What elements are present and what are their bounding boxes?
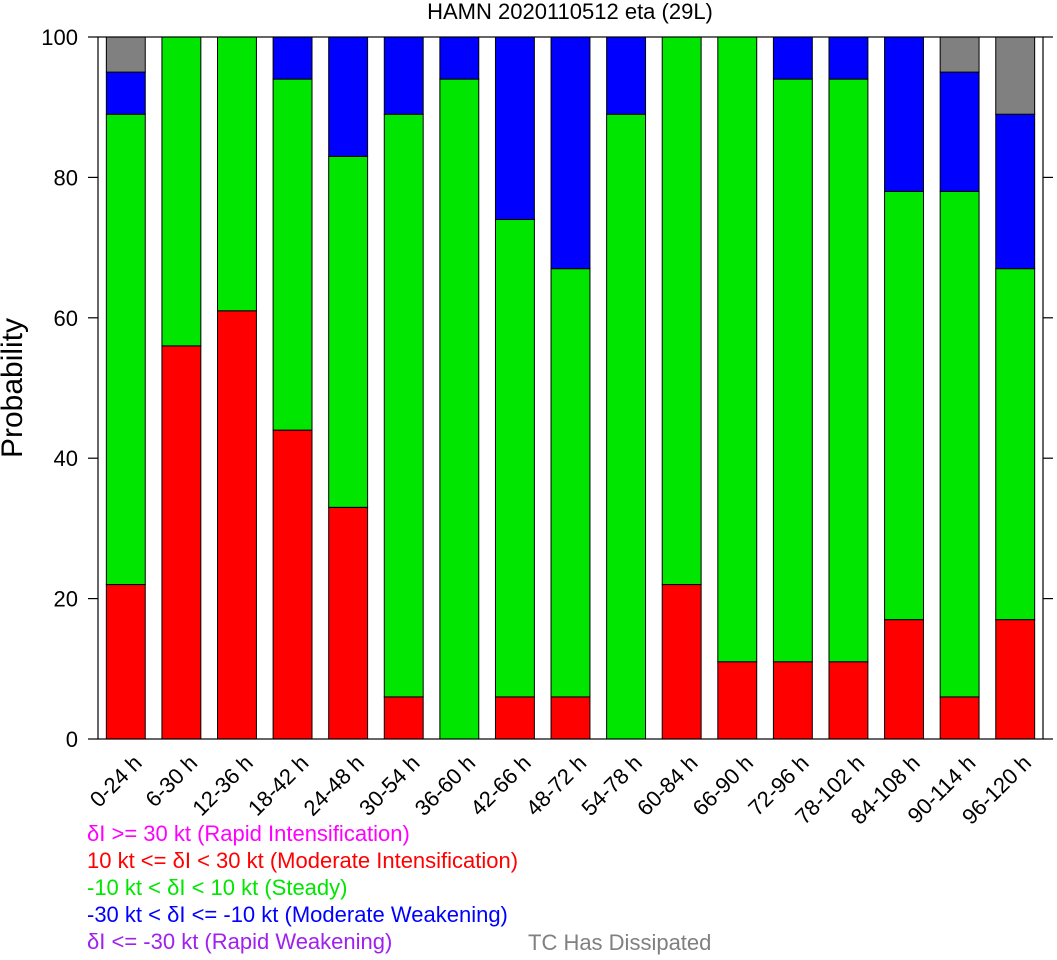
bar-segment-moderate_weakening-8 bbox=[550, 36, 591, 270]
legend-entry-dissipated: TC Has Dissipated bbox=[528, 930, 712, 955]
bar-segment-steady-11 bbox=[717, 36, 758, 663]
bar-segment-moderate_intensification-16 bbox=[995, 619, 1036, 740]
bar-segment-moderate_intensification-11 bbox=[717, 661, 758, 740]
bar-segment-moderate_weakening-3 bbox=[272, 36, 313, 80]
y-tick-label-3: 60 bbox=[54, 306, 78, 331]
bar-segment-moderate_intensification-14 bbox=[884, 619, 924, 740]
x-tick-label-6: 36-60 h bbox=[410, 750, 480, 820]
chart-title: HAMN 2020110512 eta (29L) bbox=[427, 0, 713, 24]
x-tick-label-2: 12-36 h bbox=[187, 750, 257, 820]
x-tick-label-7: 42-66 h bbox=[465, 750, 535, 820]
bar-segment-moderate_intensification-0 bbox=[105, 584, 146, 740]
bar-segment-steady-15 bbox=[939, 190, 980, 698]
bar-segment-moderate_intensification-1 bbox=[161, 345, 202, 740]
bar-segment-moderate_weakening-13 bbox=[828, 36, 869, 80]
y-tick-label-0: 0 bbox=[66, 727, 78, 752]
bar-segment-moderate_intensification-10 bbox=[661, 584, 702, 740]
bar-segment-steady-3 bbox=[272, 78, 313, 431]
bar-segment-moderate_intensification-15 bbox=[939, 696, 980, 740]
bar-segment-steady-5 bbox=[383, 113, 424, 698]
x-tick-label-11: 66-90 h bbox=[688, 750, 758, 820]
bar-segment-moderate_intensification-5 bbox=[383, 696, 424, 740]
legend-entry-steady: -10 kt < δI < 10 kt (Steady) bbox=[87, 875, 348, 900]
bar-segment-moderate_weakening-6 bbox=[439, 36, 480, 80]
bar-segment-steady-8 bbox=[550, 268, 591, 698]
y-tick-label-4: 80 bbox=[54, 165, 78, 190]
bar-segment-steady-12 bbox=[772, 78, 813, 663]
bar-segment-moderate_weakening-4 bbox=[328, 36, 369, 157]
bar-segment-moderate_weakening-12 bbox=[772, 36, 813, 80]
legend-entry-moderate-intensification: 10 kt <= δI < 30 kt (Moderate Intensific… bbox=[87, 848, 519, 873]
bar-segment-steady-1 bbox=[161, 36, 202, 347]
bar-segment-steady-9 bbox=[606, 113, 647, 740]
x-tick-label-4: 24-48 h bbox=[299, 750, 369, 820]
bar-segment-steady-6 bbox=[439, 78, 480, 740]
x-tick-label-10: 60-84 h bbox=[632, 750, 702, 820]
bar-segment-steady-14 bbox=[884, 190, 924, 621]
bar-segment-moderate_intensification-4 bbox=[328, 506, 369, 740]
legend-entry-rapid-weakening: δI <= -30 kt (Rapid Weakening) bbox=[87, 929, 393, 954]
bar-segment-moderate_weakening-9 bbox=[606, 36, 647, 115]
bar-segment-dissipated-16 bbox=[995, 36, 1036, 115]
bar-segment-moderate_weakening-7 bbox=[494, 36, 535, 221]
bar-segment-steady-4 bbox=[328, 155, 369, 508]
y-tick-label-2: 40 bbox=[54, 446, 78, 471]
bar-segment-moderate_weakening-14 bbox=[884, 36, 924, 192]
bar-segment-moderate_weakening-16 bbox=[995, 113, 1036, 270]
x-tick-label-3: 18-42 h bbox=[243, 750, 313, 820]
bar-segment-moderate_intensification-7 bbox=[494, 696, 535, 740]
y-tick-label-5: 100 bbox=[41, 25, 78, 50]
bar-segment-steady-16 bbox=[995, 268, 1036, 621]
bar-segment-steady-2 bbox=[217, 36, 257, 312]
bar-segment-dissipated-15 bbox=[939, 36, 980, 73]
x-tick-label-0: 0-24 h bbox=[85, 750, 147, 812]
bar-segment-moderate_intensification-8 bbox=[550, 696, 591, 740]
x-tick-label-5: 30-54 h bbox=[354, 750, 424, 820]
x-tick-label-8: 48-72 h bbox=[521, 750, 591, 820]
bar-segment-moderate_intensification-13 bbox=[828, 661, 869, 740]
legend-entry-rapid-intensification: δI >= 30 kt (Rapid Intensification) bbox=[87, 821, 410, 846]
y-axis-label: Probability bbox=[0, 318, 29, 458]
bar-segment-steady-0 bbox=[105, 113, 146, 586]
bar-segment-moderate_weakening-0 bbox=[105, 71, 146, 115]
bar-segment-dissipated-0 bbox=[105, 36, 146, 73]
bar-segment-steady-13 bbox=[828, 78, 869, 663]
legend: δI >= 30 kt (Rapid Intensification) 10 k… bbox=[87, 820, 518, 955]
x-tick-label-9: 54-78 h bbox=[576, 750, 646, 820]
legend-entry-moderate-weakening: -30 kt < δI <= -10 kt (Moderate Weakenin… bbox=[87, 902, 508, 927]
bar-segment-moderate_weakening-15 bbox=[939, 71, 980, 192]
plot-frame bbox=[97, 36, 1044, 740]
bar-segment-moderate_weakening-5 bbox=[383, 36, 424, 115]
bars-group bbox=[105, 36, 1036, 740]
y-tick-label-1: 20 bbox=[54, 587, 78, 612]
bar-segment-moderate_intensification-2 bbox=[217, 310, 257, 740]
bar-segment-moderate_intensification-12 bbox=[772, 661, 813, 740]
bar-segment-steady-10 bbox=[661, 36, 702, 586]
bar-segment-steady-7 bbox=[494, 219, 535, 698]
bar-segment-moderate_intensification-3 bbox=[272, 429, 313, 740]
